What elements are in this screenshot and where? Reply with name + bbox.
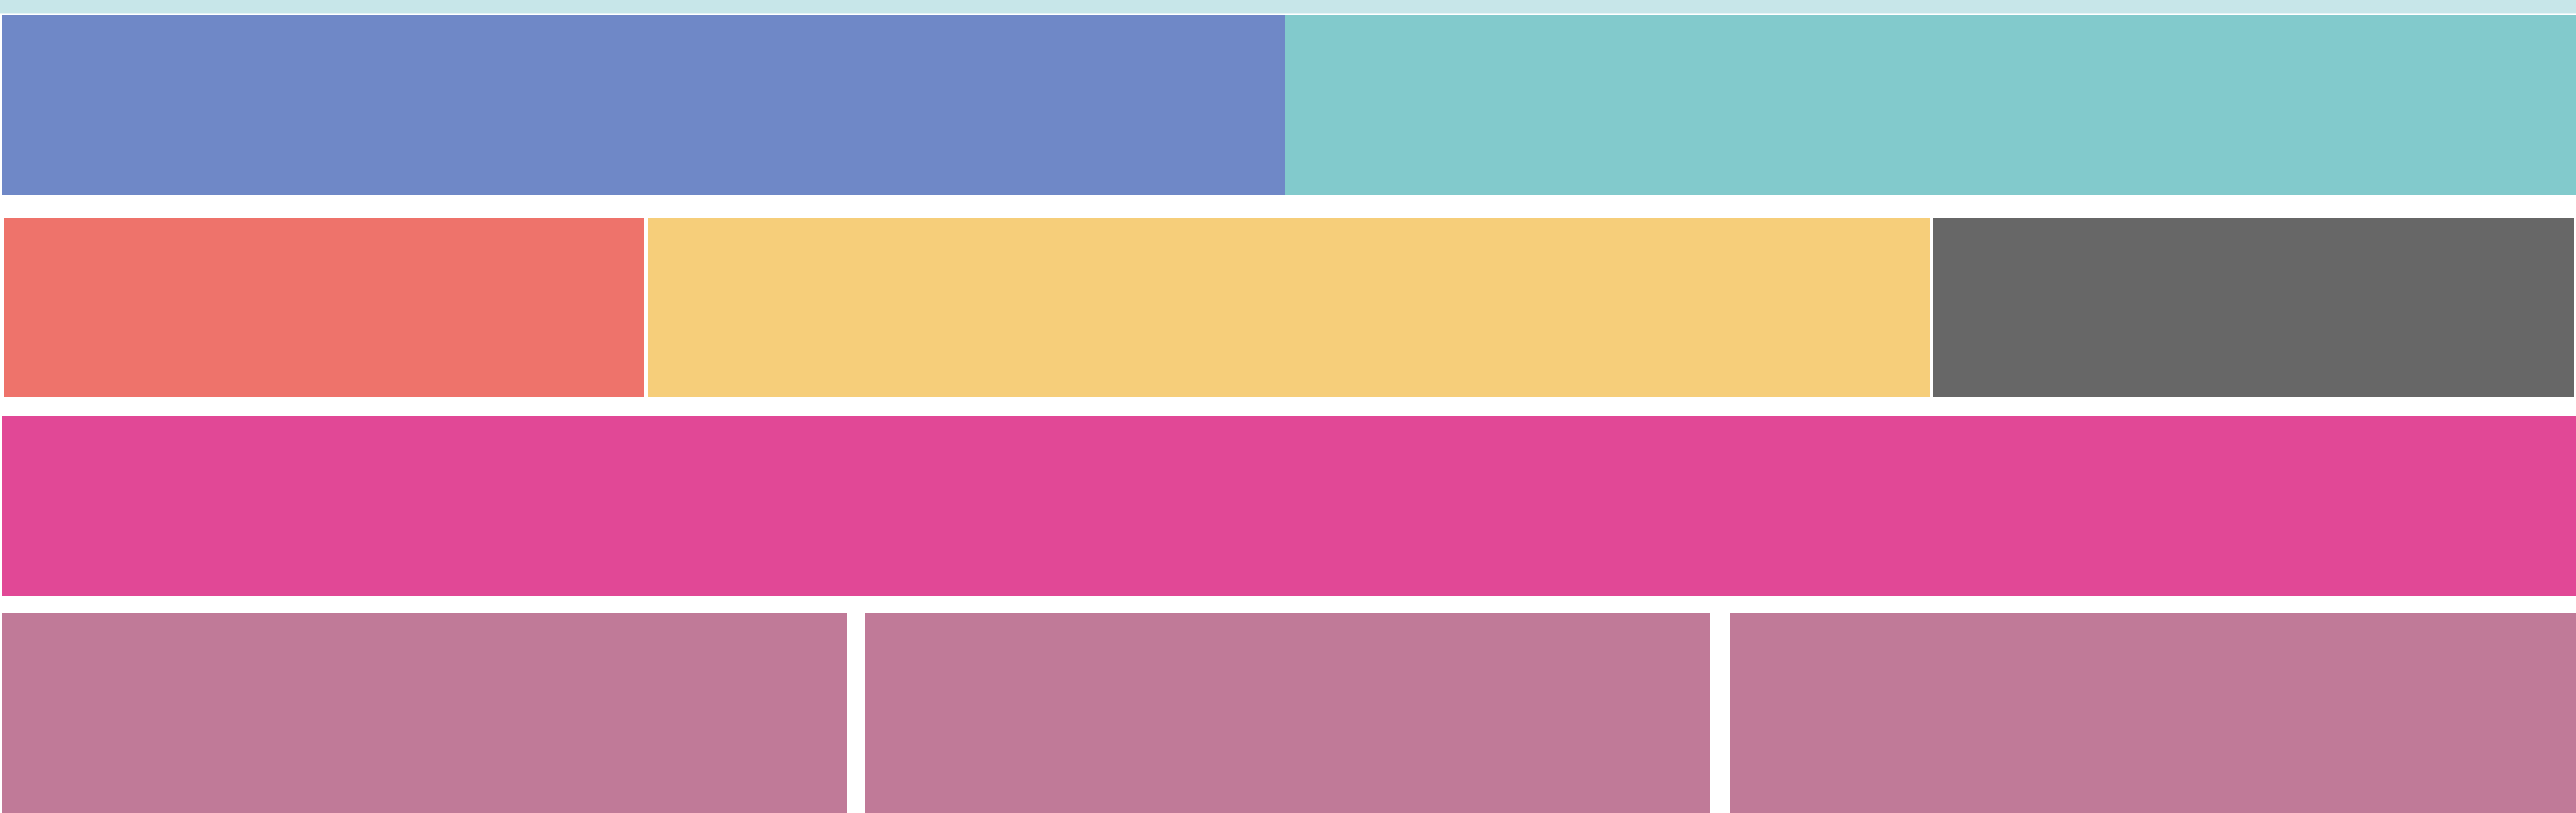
row4-center-panel (865, 613, 1710, 813)
row2-right-panel (1933, 218, 2574, 397)
top-divider (0, 13, 2576, 14)
row2-left-panel (4, 218, 644, 397)
row1-left-panel (2, 15, 1285, 195)
row4-right-panel (1730, 613, 2576, 813)
row1-right-panel (1285, 15, 2576, 195)
row2-center-panel (648, 218, 1930, 397)
row4-left-panel (2, 613, 847, 813)
top-strip (0, 0, 2576, 13)
row3-full-panel (2, 416, 2576, 596)
